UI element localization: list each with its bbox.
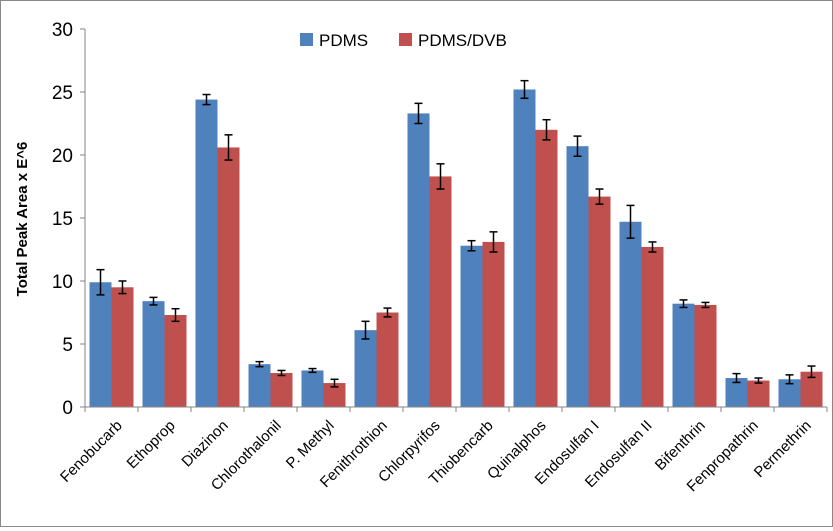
legend-swatch-pdms-dvb [399,33,412,46]
bar [513,89,536,407]
x-tick-label: Fenobucarb [57,417,126,486]
y-tick-label: 30 [52,20,73,41]
legend-label-pdms-dvb: PDMS/DVB [418,31,507,50]
bar [694,304,717,407]
bar [566,146,589,407]
bar [164,315,187,407]
bar [323,383,346,407]
x-tick-label: Diazinon [178,417,231,470]
bar [641,246,664,407]
y-tick-label: 0 [62,398,73,419]
bar [89,282,112,407]
x-tick-label: Ethoprop [124,417,179,472]
y-axis-ticks: 0 5 10 15 20 25 30 [52,20,85,419]
legend: PDMS PDMS/DVB [300,31,507,50]
bar [429,176,452,407]
bar [376,312,399,407]
bar [535,129,558,408]
bar [588,196,611,407]
y-tick-label: 5 [62,335,73,356]
bar [460,245,483,407]
bar [248,364,271,407]
bar [778,379,801,407]
bar [217,147,240,407]
error-bars [96,79,816,388]
bar [354,330,377,407]
y-axis-label: Total Peak Area x E^6 [14,142,31,297]
y-tick-label: 15 [52,209,73,230]
bar [672,303,695,407]
y-tick-label: 20 [52,146,73,167]
legend-swatch-pdms [300,33,313,46]
bar [725,378,748,407]
bar [800,371,823,407]
bar [407,113,430,408]
bar [142,301,165,407]
bar [747,380,770,407]
bar [301,370,324,407]
bar [619,221,642,407]
bars [89,89,823,408]
y-tick-label: 10 [52,272,73,293]
x-tick-label: P. Methyl [283,417,338,472]
bar [270,372,293,407]
bar [111,287,134,407]
bar [482,241,505,407]
y-tick-label: 25 [52,83,73,104]
bar [195,99,218,407]
x-tick-label: Permethrin [751,417,815,481]
legend-label-pdms: PDMS [319,31,368,50]
